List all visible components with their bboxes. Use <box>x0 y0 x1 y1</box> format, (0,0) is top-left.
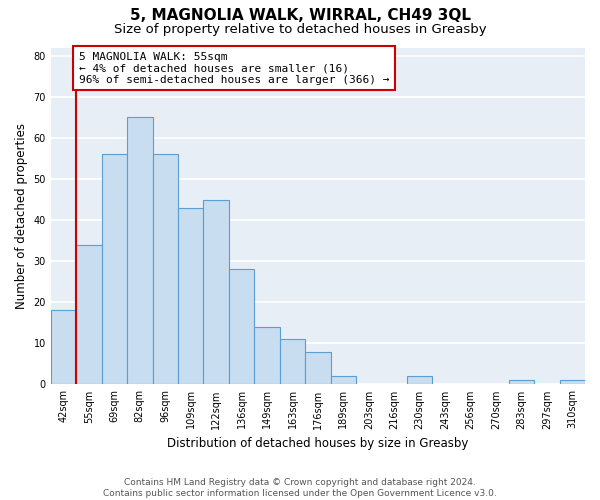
Bar <box>331 376 356 384</box>
Bar <box>407 376 433 384</box>
X-axis label: Distribution of detached houses by size in Greasby: Distribution of detached houses by size … <box>167 437 469 450</box>
Bar <box>76 244 101 384</box>
Bar <box>254 327 280 384</box>
Text: Contains HM Land Registry data © Crown copyright and database right 2024.
Contai: Contains HM Land Registry data © Crown c… <box>103 478 497 498</box>
Bar <box>509 380 534 384</box>
Bar <box>101 154 127 384</box>
Bar <box>280 339 305 384</box>
Bar <box>229 270 254 384</box>
Text: Size of property relative to detached houses in Greasby: Size of property relative to detached ho… <box>113 22 487 36</box>
Bar <box>305 352 331 384</box>
Bar <box>560 380 585 384</box>
Bar <box>178 208 203 384</box>
Bar <box>127 118 152 384</box>
Y-axis label: Number of detached properties: Number of detached properties <box>15 123 28 309</box>
Bar <box>203 200 229 384</box>
Bar <box>152 154 178 384</box>
Text: 5 MAGNOLIA WALK: 55sqm
← 4% of detached houses are smaller (16)
96% of semi-deta: 5 MAGNOLIA WALK: 55sqm ← 4% of detached … <box>79 52 389 85</box>
Bar <box>51 310 76 384</box>
Text: 5, MAGNOLIA WALK, WIRRAL, CH49 3QL: 5, MAGNOLIA WALK, WIRRAL, CH49 3QL <box>130 8 470 22</box>
